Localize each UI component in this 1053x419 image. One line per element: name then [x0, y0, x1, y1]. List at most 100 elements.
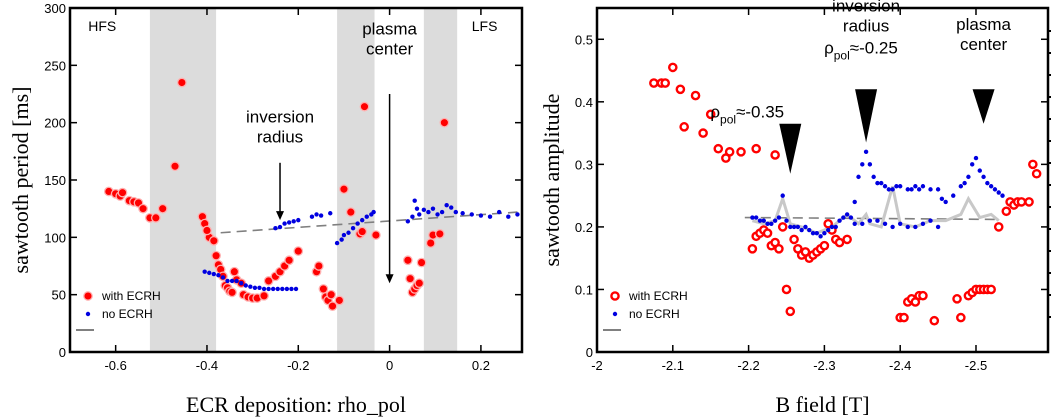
data-point-no-ecrh — [318, 213, 324, 218]
edge-mark — [1047, 294, 1051, 296]
data-point-with-ecrh — [736, 147, 746, 157]
x-axis-label: B field [T] — [775, 392, 869, 417]
data-point-with-ecrh — [208, 235, 219, 246]
data-point-no-ecrh — [234, 278, 239, 284]
data-point-no-ecrh — [405, 219, 411, 224]
data-point-no-ecrh — [469, 212, 474, 217]
annotation-rho: ρpol≈-0.25 — [824, 38, 898, 62]
data-point-no-ecrh — [951, 193, 956, 198]
data-point-no-ecrh — [341, 232, 347, 238]
data-point-no-ecrh — [863, 149, 869, 155]
data-point-no-ecrh — [753, 215, 759, 220]
data-point-no-ecrh — [478, 213, 484, 218]
data-point-with-ecrh — [170, 161, 180, 172]
data-point-no-ecrh — [844, 212, 850, 217]
data-point-no-ecrh — [1000, 193, 1005, 198]
data-point-no-ecrh — [412, 198, 417, 203]
data-point-with-ecrh — [751, 143, 761, 154]
y-tick-label: 300 — [44, 1, 66, 16]
data-point-no-ecrh — [825, 227, 831, 233]
edge-mark — [1047, 250, 1051, 252]
y-tick-label: 150 — [44, 173, 66, 188]
data-point-no-ecrh — [962, 180, 967, 186]
data-point-no-ecrh — [833, 224, 838, 230]
data-point-no-ecrh — [860, 162, 865, 167]
data-point-no-ecrh — [897, 184, 903, 189]
data-point-no-ecrh — [886, 187, 892, 192]
region-label: LFS — [472, 18, 498, 34]
x-tick-label: -2 — [591, 358, 603, 373]
data-point-no-ecrh — [280, 286, 285, 292]
data-point-no-ecrh — [852, 221, 857, 226]
data-point-no-ecrh — [807, 227, 812, 233]
data-point-with-ecrh — [326, 289, 337, 300]
data-point-no-ecrh — [444, 203, 449, 208]
data-point-with-ecrh — [414, 278, 425, 289]
annotation-arrowhead — [385, 274, 394, 284]
data-point-with-ecrh — [345, 207, 356, 217]
data-point-no-ecrh — [360, 217, 365, 223]
edge-mark — [1047, 272, 1051, 274]
data-point-no-ecrh — [905, 187, 910, 192]
data-point-no-ecrh — [314, 212, 319, 217]
data-point-no-ecrh — [882, 184, 888, 189]
data-point-with-ecrh — [371, 230, 381, 240]
data-point-no-ecrh — [289, 286, 294, 292]
data-point-no-ecrh — [284, 286, 290, 292]
data-point-with-ecrh — [777, 222, 788, 232]
data-point-with-ecrh — [405, 273, 415, 284]
data-point-no-ecrh — [266, 286, 271, 292]
y-tick-label: 50 — [52, 288, 66, 303]
data-point-no-ecrh — [229, 278, 235, 284]
trend-line — [220, 211, 518, 234]
data-point-no-ecrh — [355, 221, 360, 226]
annotation-arrowhead — [276, 211, 285, 221]
data-point-no-ecrh — [879, 180, 884, 186]
data-point-no-ecrh — [761, 218, 766, 223]
data-point-no-ecrh — [435, 212, 440, 217]
y-tick-label: 200 — [44, 116, 66, 131]
data-point-no-ecrh — [430, 206, 436, 211]
data-point-with-ecrh — [952, 294, 962, 304]
data-point-with-ecrh — [1016, 197, 1027, 207]
data-point-with-ecrh — [713, 143, 724, 154]
data-point-no-ecrh — [207, 270, 212, 276]
data-point-no-ecrh — [867, 162, 873, 167]
y-tick-label: 0 — [59, 345, 66, 360]
edge-mark — [1047, 316, 1051, 318]
data-point-no-ecrh — [920, 184, 926, 189]
data-point-no-ecrh — [421, 207, 427, 213]
data-point-no-ecrh — [334, 240, 340, 246]
data-point-with-ecrh — [293, 246, 304, 256]
data-point-with-ecrh — [785, 306, 796, 317]
x-tick-label: -0.4 — [196, 358, 218, 373]
data-point-with-ecrh — [416, 257, 427, 268]
legend-label: with ECRH — [101, 289, 161, 303]
data-point-no-ecrh — [410, 214, 415, 219]
data-point-with-ecrh — [284, 255, 295, 266]
edge-mark — [1047, 52, 1051, 54]
data-point-no-ecrh — [909, 187, 914, 192]
x-tick-label: -2.3 — [813, 358, 835, 373]
legend-label: no ECRH — [629, 307, 680, 321]
data-point-no-ecrh — [780, 193, 785, 198]
annotation-line2: center — [366, 39, 414, 58]
data-point-no-ecrh — [439, 209, 445, 215]
data-point-no-ecrh — [350, 225, 356, 231]
data-point-with-ecrh — [698, 128, 708, 138]
data-point-no-ecrh — [988, 184, 994, 189]
data-point-no-ecrh — [211, 271, 217, 277]
data-point-no-ecrh — [252, 285, 258, 290]
data-point-no-ecrh — [973, 155, 979, 161]
data-point-no-ecrh — [273, 225, 278, 231]
data-point-no-ecrh — [916, 187, 922, 192]
legend-marker-no-ecrh — [85, 311, 91, 317]
data-point-no-ecrh — [293, 286, 299, 292]
data-point-no-ecrh — [788, 224, 793, 230]
x-tick-label: 0.2 — [472, 358, 490, 373]
data-point-no-ecrh — [814, 230, 820, 236]
edge-mark — [1047, 140, 1051, 142]
data-point-no-ecrh — [992, 187, 998, 192]
data-point-no-ecrh — [453, 209, 458, 215]
annotation-line1: plasma — [362, 19, 417, 38]
